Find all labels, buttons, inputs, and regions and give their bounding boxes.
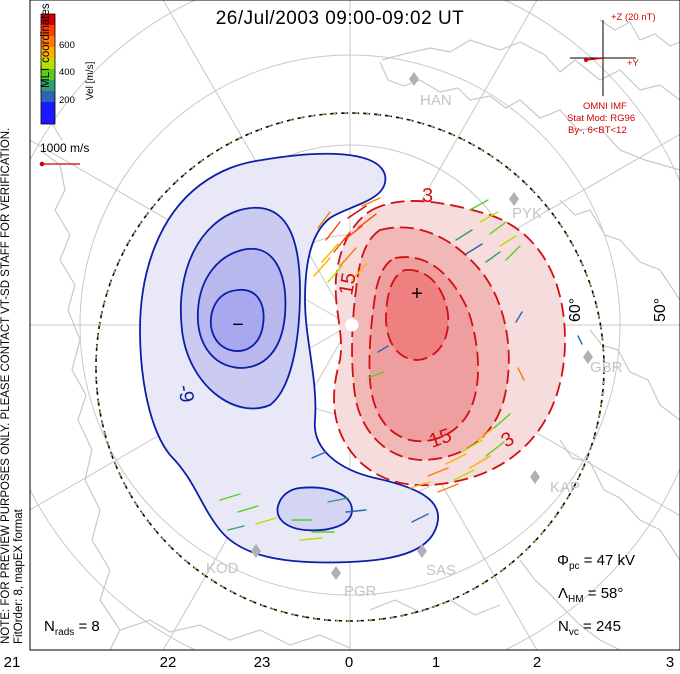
colorbar-label: Vel [m/s] [85,61,96,100]
station-marker-kap [530,470,540,484]
imf-model: Stat Mod: RG96 [567,113,635,124]
velocity-vectors [219,197,583,541]
mlt-tick-23: 23 [253,654,271,671]
station-marker-pyk [509,192,519,206]
station-marker-gbr [583,350,593,364]
colorbar-tick-200: 200 [59,95,75,106]
contour-label-neg-9: -9 [173,383,198,404]
preview-note: NOTE: FOR PREVIEW PURPOSES ONLY. PLEASE … [0,127,12,644]
vector-cluster-nightside [219,311,583,541]
mlt-tick-3: 3 [665,654,675,671]
station-label-gbr: GBR [590,359,623,376]
stat-n-rads: Nrads = 8 [44,618,100,638]
mlt-tick-2: 2 [532,654,542,671]
station-label-pyk: PYK [512,205,542,222]
imf-dial: +Z (20 nT) +Y OMNI IMF Stat Mod: RG96 By… [567,12,656,136]
mlt-tick-1: 1 [431,654,441,671]
station-marker-pgr [331,566,341,580]
reference-vector-label: 1000 m/s [40,141,89,155]
station-label-kap: KAP [550,479,580,496]
station-marker-han [409,72,419,86]
negative-potential-cell [139,152,439,564]
potential-min-marker: − [232,314,244,336]
fit-order-note: FitOrder: 8, mapEX format [13,509,25,644]
velocity-colorbar: 600 400 200 Vel [m/s] [40,13,96,125]
mlt-tick-0: 0 [344,654,354,671]
stat-lambda-hm: ΛHM = 58° [558,585,624,605]
imf-z-label: +Z (20 nT) [611,12,656,23]
positive-potential-cell [333,200,566,487]
imf-source: OMNI IMF [583,101,627,112]
vector-cluster-dawn [409,413,511,493]
contour-label-pos-15a: 15 [335,271,361,297]
station-marker-kod [251,544,261,558]
station-label-pgr: PGR [344,583,377,600]
station-label-kod: KOD [206,560,239,577]
colorbar-tick-600: 600 [59,40,75,51]
potential-max-marker: + [411,283,423,305]
stat-n-vc: Nvc = 245 [558,618,621,638]
map-title: 26/Jul/2003 09:00-09:02 UT [215,8,465,29]
colorbar-tick-400: 400 [59,67,75,78]
vector-cluster-pyk [455,199,521,263]
reference-vector: 1000 m/s [39,141,89,167]
heppner-maynard-boundary-green [95,112,605,622]
plot-frame [29,0,680,651]
latitude-label-60: 60° [567,298,584,322]
mlt-tick-22: 22 [159,654,177,671]
latitude-label-50: 50° [652,298,669,322]
magnetic-pole [345,318,359,332]
imf-condition: By-, 6<BT<12 [568,125,627,136]
mlt-tick-21: 21 [3,654,21,671]
contour-label-pos-3: 3 [422,185,433,207]
stat-phi-pc: Φpc = 47 kV [557,552,635,572]
station-label-han: HAN [420,92,452,109]
station-label-sas: SAS [426,562,456,579]
stations: HAN PYK GBR KAP SAS PGR KOD [206,72,623,600]
imf-y-label: +Y [627,58,640,69]
mlt-coordinates-label: MLT coordinates [40,3,52,88]
station-marker-sas [417,544,427,558]
vector-cluster-cusp [313,197,381,283]
